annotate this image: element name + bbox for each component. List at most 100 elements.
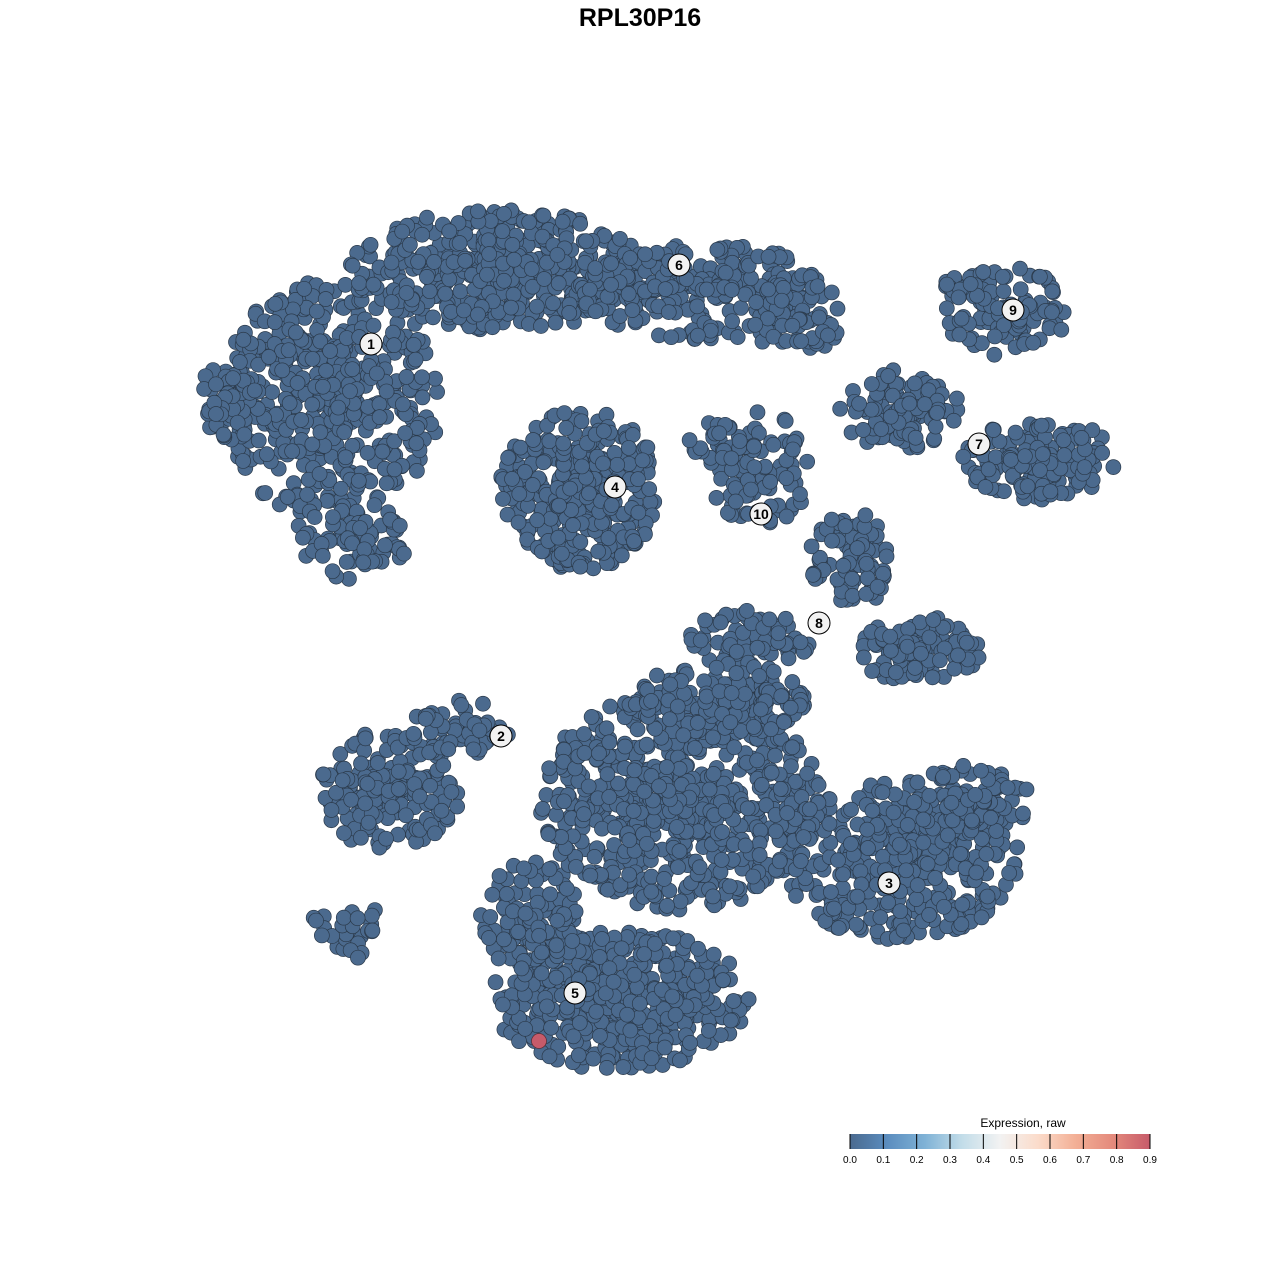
data-point	[729, 329, 746, 345]
legend-tick-label: 0.8	[1110, 1155, 1124, 1166]
data-point	[411, 788, 428, 805]
data-point	[323, 802, 340, 818]
data-point	[973, 762, 989, 779]
data-point	[549, 912, 566, 929]
data-point	[880, 368, 897, 384]
data-point	[600, 530, 617, 546]
data-point	[250, 432, 267, 449]
data-point	[425, 309, 441, 326]
data-point	[824, 532, 840, 549]
data-point	[760, 248, 777, 265]
data-point	[899, 638, 916, 655]
data-point	[820, 327, 836, 344]
data-point	[634, 452, 651, 469]
legend-tick-label: 0.2	[910, 1155, 924, 1166]
legend-tick-label: 0.6	[1043, 1155, 1057, 1166]
data-point	[513, 960, 530, 977]
data-point	[548, 937, 565, 954]
data-point	[613, 547, 630, 564]
data-point	[621, 866, 637, 883]
data-point	[873, 421, 890, 437]
svg-text:5: 5	[571, 985, 579, 1001]
data-point	[935, 769, 951, 785]
data-point	[293, 412, 309, 428]
data-point	[576, 806, 592, 823]
data-point	[257, 485, 274, 501]
data-point	[599, 766, 616, 783]
data-point	[709, 241, 726, 258]
data-point	[571, 1015, 588, 1031]
data-point	[549, 247, 566, 263]
data-point	[851, 395, 867, 412]
data-point-highlighted	[531, 1033, 547, 1049]
data-point	[980, 461, 997, 478]
data-point	[417, 710, 434, 727]
data-point	[697, 612, 713, 629]
cluster-label-6: 6	[667, 253, 691, 277]
data-point	[258, 446, 275, 463]
data-point	[864, 663, 880, 679]
data-point	[481, 930, 497, 946]
data-point	[785, 441, 801, 458]
data-point	[946, 660, 963, 677]
data-point	[739, 800, 756, 817]
data-point	[717, 802, 734, 819]
data-point	[747, 316, 764, 333]
data-point	[1015, 805, 1031, 822]
data-point	[667, 1007, 684, 1023]
data-point	[503, 299, 519, 316]
data-point	[932, 652, 948, 669]
data-point	[762, 473, 779, 490]
data-point	[504, 237, 521, 253]
data-point	[795, 829, 812, 846]
data-point	[304, 351, 321, 367]
data-point	[547, 314, 564, 331]
data-point	[924, 669, 941, 686]
data-point	[349, 910, 366, 927]
legend-colorbar	[850, 1134, 1150, 1149]
data-point	[336, 424, 353, 441]
data-point	[479, 266, 495, 283]
data-point	[229, 414, 246, 431]
data-point	[334, 772, 351, 789]
data-point	[523, 261, 540, 277]
cluster-label-2: 2	[489, 724, 513, 748]
data-point	[1056, 447, 1073, 464]
data-point	[772, 781, 789, 797]
data-point	[690, 327, 706, 344]
data-point	[609, 456, 626, 473]
data-point	[582, 867, 599, 884]
data-point	[712, 614, 729, 631]
data-point	[419, 269, 435, 285]
data-point	[788, 888, 804, 904]
data-point	[264, 384, 280, 400]
data-point	[714, 824, 730, 840]
data-point	[964, 812, 980, 829]
cluster-label-5: 5	[563, 981, 587, 1005]
data-point	[595, 423, 612, 439]
data-point	[603, 255, 619, 272]
data-point	[1094, 445, 1110, 461]
data-point	[342, 383, 358, 400]
data-point	[661, 711, 678, 728]
data-point	[999, 779, 1016, 796]
data-point	[765, 436, 782, 453]
data-point	[1019, 478, 1036, 495]
data-point	[645, 813, 662, 829]
data-point	[624, 427, 641, 443]
data-point	[751, 668, 768, 684]
data-point	[767, 823, 784, 840]
data-point	[496, 272, 512, 289]
data-point	[308, 912, 324, 929]
data-point	[390, 763, 407, 780]
data-point	[437, 285, 454, 302]
data-point	[344, 361, 361, 378]
data-point	[1053, 321, 1070, 338]
data-point	[534, 801, 551, 817]
data-point	[284, 443, 300, 460]
data-point	[541, 861, 558, 877]
data-point	[767, 747, 783, 764]
data-point	[954, 896, 971, 913]
data-point	[1055, 432, 1072, 449]
data-point	[564, 933, 581, 949]
